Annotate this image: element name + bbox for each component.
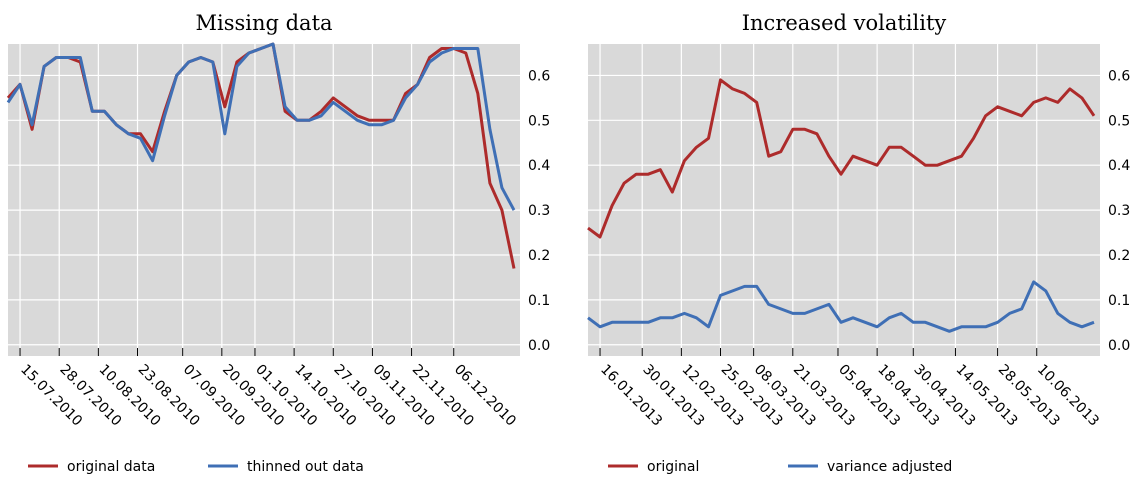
series-line xyxy=(6,42,516,211)
y-tick-label: 0.1 xyxy=(1108,293,1130,309)
legend-label: thinned out data xyxy=(247,459,364,475)
y-tick-label: 0.5 xyxy=(1108,113,1130,129)
plot-area xyxy=(8,44,520,356)
y-tick-label: 0.0 xyxy=(1108,338,1130,354)
legend-label: original xyxy=(647,459,699,475)
y-tick-label: 0.5 xyxy=(528,113,550,129)
y-tick-label: 0.3 xyxy=(1108,203,1130,219)
y-tick-label: 0.0 xyxy=(528,338,550,354)
chart-title: Missing data xyxy=(195,11,332,35)
plot-area xyxy=(588,44,1100,356)
legend-label: original data xyxy=(67,459,155,475)
y-tick-label: 0.6 xyxy=(1108,68,1130,84)
y-tick-label: 0.3 xyxy=(528,203,550,219)
series-line xyxy=(587,78,1096,239)
panel: Increased volatility 0.0 0.1 0.2 0.3 0.4 0.5 0.… xyxy=(587,11,1130,475)
y-tick-label: 0.4 xyxy=(1108,158,1130,174)
series-line xyxy=(587,280,1095,333)
legend-label: variance adjusted xyxy=(827,459,952,475)
y-tick-label: 0.2 xyxy=(528,248,550,264)
y-tick-label: 0.6 xyxy=(528,68,550,84)
chart-title: Increased volatility xyxy=(742,11,947,35)
y-tick-label: 0.1 xyxy=(528,293,550,309)
y-tick-label: 0.2 xyxy=(1108,248,1130,264)
panel: Missing data0.00.10.20.30.40.50.615.07.2… xyxy=(6,11,550,475)
y-tick-label: 0.4 xyxy=(528,158,550,174)
